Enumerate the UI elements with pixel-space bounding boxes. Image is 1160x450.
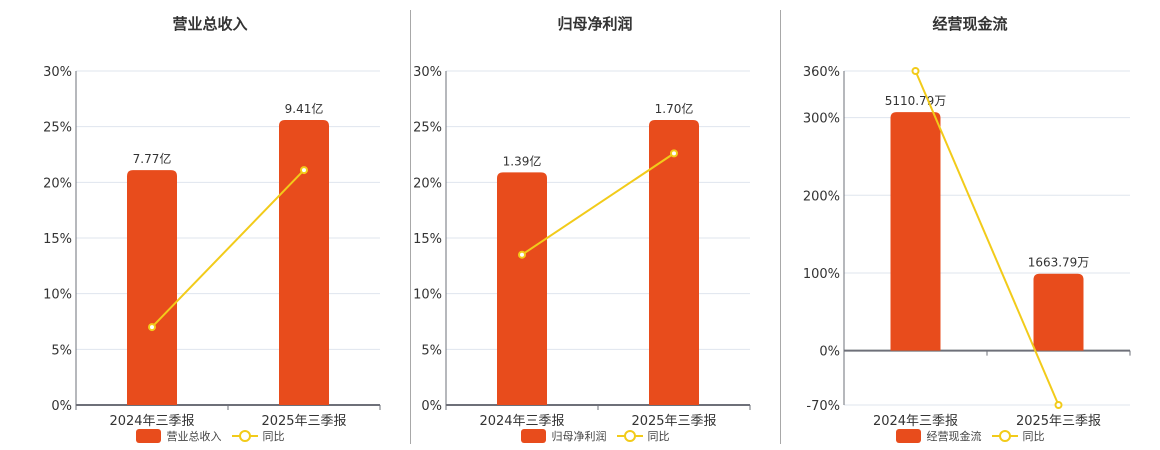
chart-legend: 经营现金流 同比 <box>780 428 1160 444</box>
bar[interactable] <box>127 170 177 405</box>
y-tick-label: -70% <box>806 399 840 414</box>
chart-legend: 营业总收入 同比 <box>30 428 390 444</box>
yoy-point[interactable] <box>148 323 156 332</box>
x-category-label: 2025年三季报 <box>261 414 346 429</box>
y-tick-label: 10% <box>413 288 442 303</box>
legend-line-swatch-icon[interactable] <box>991 429 1018 443</box>
panel-divider <box>410 10 411 444</box>
chart-plot: 0% 5% 10% 15% 20% 25% 30% 1.39亿 2024年三季报 1.70亿 202… <box>413 65 751 429</box>
yoy-point[interactable] <box>300 166 308 175</box>
y-tick-label: 360% <box>803 65 840 80</box>
legend-bar-label[interactable]: 归母净利润 <box>551 430 607 443</box>
x-category-label: 2025年三季报 <box>631 414 716 429</box>
legend-line-label[interactable]: 同比 <box>262 430 285 443</box>
yoy-line <box>521 152 675 256</box>
bar-value-label: 1663.79万 <box>1028 256 1090 270</box>
bar[interactable] <box>1033 273 1084 351</box>
y-tick-label: 100% <box>803 267 840 282</box>
y-tick-label: 5% <box>421 343 442 358</box>
y-tick-label: 25% <box>43 121 72 136</box>
panel-divider <box>780 10 781 444</box>
legend-bar-label[interactable]: 营业总收入 <box>166 430 222 443</box>
bar[interactable] <box>890 112 941 351</box>
y-tick-label: 20% <box>413 176 442 191</box>
y-tick-label: 200% <box>803 189 840 204</box>
yoy-line <box>151 169 305 328</box>
legend-bar-swatch-icon[interactable] <box>135 429 161 443</box>
y-tick-label: 15% <box>413 232 442 247</box>
yoy-point[interactable] <box>670 149 678 158</box>
bar-value-label: 5110.79万 <box>885 94 947 108</box>
chart-title: 经营现金流 <box>932 15 1008 33</box>
chart-plot: -70% 0% 100% 200% 300% 360% 5110.79万 2024年三季报 16… <box>803 65 1131 429</box>
yoy-point[interactable] <box>518 250 526 259</box>
bar-value-label: 7.77亿 <box>133 151 172 166</box>
y-tick-label: 30% <box>43 65 72 80</box>
chart-legend: 归母净利润 同比 <box>410 428 780 444</box>
bar[interactable] <box>279 119 329 405</box>
y-tick-label: 25% <box>413 121 442 136</box>
bar-value-label: 1.70亿 <box>655 101 694 116</box>
chart-panel-net-profit: 归母净利润 0% 5% 10% 15% 20% 25% 30% 1.39亿 2024年三季报 1.… <box>370 0 780 450</box>
y-tick-label: 30% <box>413 65 442 80</box>
legend-line-label[interactable]: 同比 <box>647 430 670 443</box>
chart-panel-operating-cash-flow: 经营现金流 -70% 0% 100% 200% 300% 360% 5110.79万 2024… <box>780 0 1160 450</box>
y-tick-label: 0% <box>421 399 442 414</box>
x-category-label: 2024年三季报 <box>873 414 958 429</box>
legend-line-swatch-icon[interactable] <box>231 429 258 443</box>
y-tick-label: 300% <box>803 112 840 127</box>
y-tick-label: 0% <box>819 345 840 360</box>
yoy-line <box>914 70 1060 406</box>
x-category-label: 2024年三季报 <box>109 414 194 429</box>
bar[interactable] <box>649 119 699 405</box>
y-tick-label: 0% <box>51 399 72 414</box>
legend-bar-swatch-icon[interactable] <box>895 429 921 443</box>
chart-title: 归母净利润 <box>557 15 633 33</box>
legend-bar-label[interactable]: 经营现金流 <box>926 430 982 443</box>
bar[interactable] <box>497 172 547 405</box>
bar-value-label: 1.39亿 <box>503 153 542 168</box>
legend-bar-swatch-icon[interactable] <box>520 429 546 443</box>
x-category-label: 2025年三季报 <box>1016 414 1101 429</box>
chart-plot: 0% 5% 10% 15% 20% 25% 30% 7.77亿 2024年三季报 9.41亿 202… <box>43 65 381 429</box>
yoy-point[interactable] <box>911 67 920 75</box>
yoy-point[interactable] <box>1054 401 1063 409</box>
chart-panel-revenue: 营业总收入 0% 5% 10% 15% 20% 25% 30% 7.77亿 2024年三季报 9.… <box>0 0 400 450</box>
legend-line-label[interactable]: 同比 <box>1022 430 1045 443</box>
chart-title: 营业总收入 <box>172 15 248 33</box>
y-tick-label: 15% <box>43 232 72 247</box>
y-tick-label: 10% <box>43 288 72 303</box>
bar-value-label: 9.41亿 <box>285 101 324 116</box>
legend-line-swatch-icon[interactable] <box>616 429 643 443</box>
x-category-label: 2024年三季报 <box>479 414 564 429</box>
y-tick-label: 20% <box>43 176 72 191</box>
y-tick-label: 5% <box>51 343 72 358</box>
